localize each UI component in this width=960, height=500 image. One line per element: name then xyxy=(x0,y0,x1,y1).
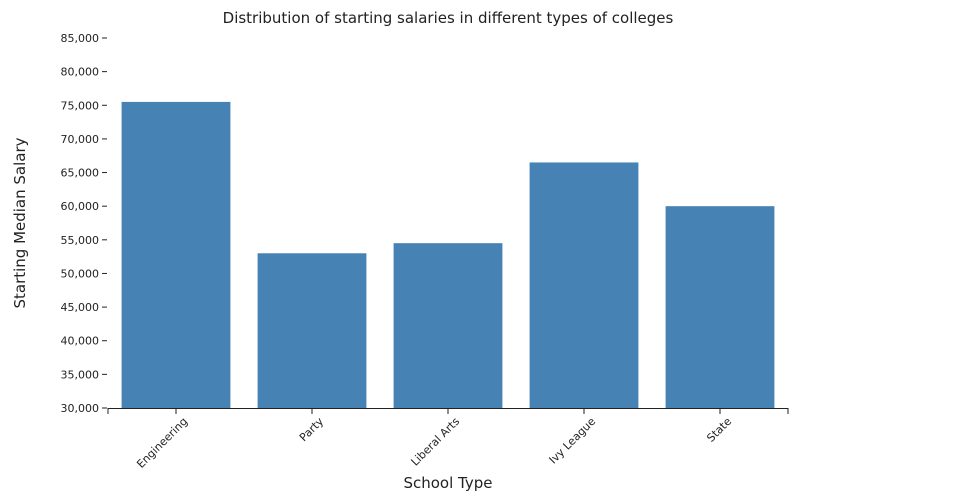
y-tick-label: 45,000 xyxy=(61,301,100,314)
bar-state xyxy=(665,206,775,408)
x-tick-label: Engineering xyxy=(134,415,190,471)
x-tick-label: Ivy League xyxy=(547,415,599,467)
y-axis: 30,000 35,000 40,000 45,000 50,000 55,000 60,0… xyxy=(61,32,107,415)
y-tick-label: 85,000 xyxy=(61,32,100,45)
bar-liberal-arts xyxy=(393,243,503,408)
x-axis: Engineering Party Liberal Arts Ivy League St… xyxy=(107,408,789,471)
y-tick-label: 80,000 xyxy=(61,66,100,79)
y-tick-label: 60,000 xyxy=(61,200,100,213)
y-tick-label: 30,000 xyxy=(61,402,100,415)
y-axis-label: Starting Median Salary xyxy=(11,137,29,308)
y-tick-label: 75,000 xyxy=(61,99,100,112)
y-tick-label: 35,000 xyxy=(61,368,100,381)
x-tick-label: State xyxy=(704,415,734,445)
x-tick-label: Party xyxy=(297,415,326,444)
bar-party xyxy=(257,253,367,408)
bars-group xyxy=(121,101,775,408)
chart-title: Distribution of starting salaries in dif… xyxy=(223,9,674,27)
x-tick-label: Liberal Arts xyxy=(408,415,462,469)
y-tick-label: 50,000 xyxy=(61,267,100,280)
bar-ivy-league xyxy=(529,162,639,408)
y-tick-label: 40,000 xyxy=(61,335,100,348)
bar-engineering xyxy=(121,101,231,408)
y-tick-label: 70,000 xyxy=(61,133,100,146)
y-tick-label: 65,000 xyxy=(61,167,100,180)
x-axis-label: School Type xyxy=(403,474,492,492)
y-tick-label: 55,000 xyxy=(61,234,100,247)
